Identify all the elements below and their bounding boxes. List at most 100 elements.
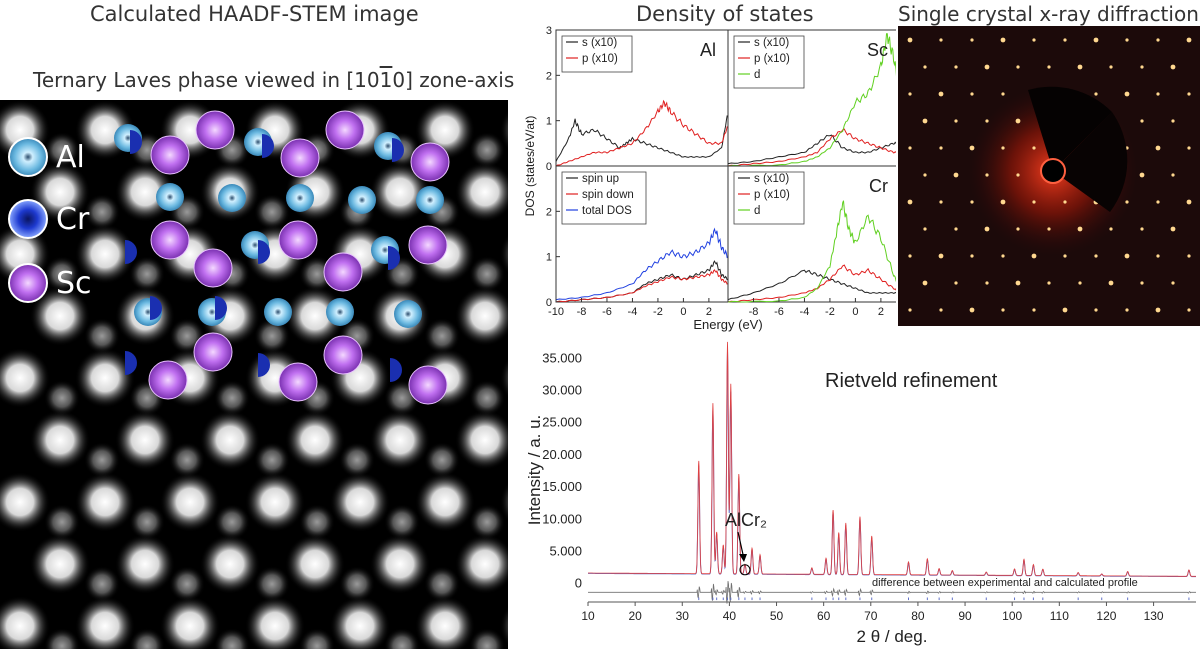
dos-chart: Al s (x10) p (x10) Sc s (x10) p (x10) d spin up…	[523, 26, 896, 332]
rietveld-x-tick-label: 100	[1002, 609, 1022, 623]
stem-dim-atom	[469, 256, 505, 292]
dos-x-tick-label: -2	[825, 306, 835, 318]
stem-bright-atom	[75, 472, 135, 532]
stem-bright-atom	[500, 481, 508, 523]
diffraction-spot	[1062, 307, 1068, 313]
xrd-title: Single crystal x-ray diffraction	[898, 2, 1199, 26]
diffraction-spot	[907, 37, 913, 43]
diffraction-spot	[1047, 281, 1051, 285]
diffraction-spot	[923, 65, 927, 69]
diffraction-spot	[1032, 200, 1036, 204]
rietveld-y-tick-label: 5.000	[549, 543, 582, 558]
dos-legend-label: d	[754, 69, 760, 81]
diffraction-spot	[1001, 92, 1005, 96]
legend-item-sc: Sc	[6, 252, 92, 314]
stem-dim-atom	[214, 504, 250, 540]
atom-legend: Al Cr Sc	[6, 128, 92, 314]
sc-atom	[323, 335, 363, 375]
diffraction-spot	[1093, 37, 1099, 43]
dos-y-tick-label: 1	[546, 252, 552, 264]
diffraction-spot	[984, 64, 990, 70]
rietveld-y-tick-label: 10.000	[542, 511, 582, 526]
dos-legend-label: p (x10)	[754, 53, 790, 65]
sc-atom	[323, 252, 363, 292]
diffraction-spot	[1109, 227, 1113, 231]
diffraction-spot	[1156, 254, 1160, 258]
stem-dim-atom	[44, 628, 80, 649]
diffraction-spot	[1171, 281, 1175, 285]
cr-atom	[262, 134, 274, 158]
rietveld-x-tick-label: 80	[911, 609, 925, 623]
dos-series-line	[727, 128, 896, 167]
diffraction-spot	[1016, 227, 1020, 231]
stem-bright-atom	[285, 410, 345, 470]
stem-background-atoms	[0, 100, 508, 649]
dos-legend-box	[561, 171, 647, 225]
diffraction-spot	[1108, 280, 1114, 286]
stem-dim-atom	[339, 566, 375, 602]
cr-atom	[125, 351, 137, 375]
dos-series-line	[555, 115, 728, 162]
cr-atom	[258, 353, 270, 377]
diffraction-spot	[970, 254, 974, 258]
diffraction-spot	[969, 145, 975, 151]
dos-x-tick-label: -8	[577, 306, 587, 318]
alcr2-peak-label: AlCr₂	[725, 510, 767, 530]
stem-dim-atom	[424, 566, 460, 602]
haadf-stem-image: Al Cr Sc	[0, 100, 508, 649]
rietveld-difference-curve	[588, 581, 1196, 604]
stem-bright-atom	[30, 286, 90, 346]
sc-atom	[150, 220, 190, 260]
diffraction-spot	[1187, 254, 1191, 258]
diffraction-spot	[1187, 308, 1191, 312]
rietveld-y-tick-label: 20.000	[542, 447, 582, 462]
stem-bright-atom	[500, 233, 508, 275]
dos-x-tick-label: -6	[774, 306, 784, 318]
cr-atom-icon	[8, 199, 48, 239]
dos-panel: Sc s (x10) p (x10) d	[727, 29, 896, 167]
dos-series-line	[727, 200, 896, 303]
diffraction-spot	[1125, 308, 1129, 312]
stem-bright-atom	[285, 286, 345, 346]
diffraction-spot	[908, 146, 912, 150]
diffraction-spot	[1170, 64, 1176, 70]
diffraction-spot	[1140, 227, 1144, 231]
sc-atom	[325, 110, 365, 150]
al-atom	[264, 298, 292, 326]
dos-x-tick-label: 0	[680, 306, 686, 318]
stem-subtitle-prefix: Ternary Laves phase viewed in	[33, 68, 347, 92]
diffraction-spot	[1139, 172, 1145, 178]
stem-dim-atom	[44, 380, 80, 416]
dos-series-line	[555, 269, 728, 303]
xrd-diffraction-image	[898, 26, 1200, 326]
diffraction-spot	[1077, 64, 1083, 70]
diffraction-spot	[1155, 307, 1161, 313]
diffraction-spot	[1186, 199, 1192, 205]
stem-dim-atom	[299, 628, 335, 649]
alcr2-arrowhead	[739, 554, 747, 562]
stem-bright-atom	[30, 410, 90, 470]
stem-dim-atom	[129, 628, 165, 649]
dos-x-tick-label: 2	[706, 306, 712, 318]
diffraction-spot	[939, 146, 943, 150]
rietveld-y-axis-label: Intensity / a. u.	[525, 415, 544, 526]
stem-bright-atom	[370, 162, 430, 222]
stem-bright-atom	[200, 534, 260, 594]
zone-axis-bar-digit: 1	[379, 68, 393, 92]
dos-panel: spin up spin down total DOS	[555, 165, 729, 303]
stem-bright-atom	[245, 596, 305, 649]
diffraction-spot	[953, 172, 959, 178]
dos-x-tick-label: 2	[878, 306, 884, 318]
diffraction-spot	[1000, 37, 1006, 43]
diffraction-spot	[939, 38, 943, 42]
rietveld-x-axis-label: 2 θ / deg.	[857, 627, 928, 646]
diffraction-spot	[954, 65, 958, 69]
dos-x-tick-label: -4	[628, 306, 638, 318]
stem-bright-atom	[75, 348, 135, 408]
stem-subtitle: Ternary Laves phase viewed in [1010] zon…	[33, 68, 514, 92]
dos-panel: Cr s (x10) p (x10) d	[727, 165, 896, 303]
zone-axis-end: 0]	[392, 68, 413, 92]
cr-atom	[390, 358, 402, 382]
diffraction-spot	[1186, 37, 1192, 43]
rietveld-x-tick-label: 90	[958, 609, 972, 623]
